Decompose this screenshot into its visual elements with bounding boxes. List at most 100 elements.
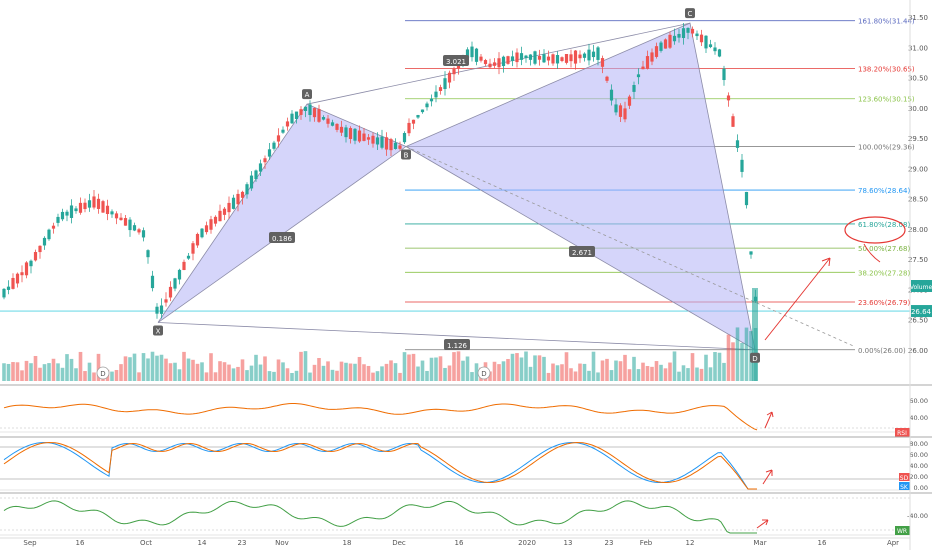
- volume-bar: [542, 356, 546, 381]
- candle-body: [717, 49, 722, 57]
- x-tick-label: Nov: [275, 539, 289, 547]
- candle-body: [191, 243, 195, 254]
- volume-bar: [672, 351, 677, 381]
- candle-body: [200, 228, 204, 238]
- volume-bar: [744, 327, 749, 381]
- volume-bar: [573, 371, 578, 381]
- candle-body: [155, 306, 159, 314]
- candle-body: [726, 95, 731, 101]
- volume-bar: [717, 352, 722, 381]
- volume-bar: [465, 356, 470, 381]
- candle-body: [398, 145, 402, 149]
- volume-bar: [6, 363, 11, 381]
- wr-arrow: [756, 519, 769, 529]
- volume-bar: [191, 359, 195, 381]
- volume-bar: [416, 366, 420, 381]
- volume-bar: [308, 372, 312, 381]
- candle-body: [6, 286, 11, 290]
- stoch-tick: 80.00: [909, 440, 928, 448]
- candle-body: [393, 142, 398, 149]
- rsi-tick: 40.00: [909, 414, 928, 422]
- candle-body: [371, 135, 375, 144]
- candle-body: [312, 108, 317, 118]
- candle-body: [69, 205, 74, 218]
- volume-bar: [402, 352, 407, 381]
- volume-bar: [204, 372, 209, 381]
- fib-levels: 161.80%(31.44) 138.20%(30.65) 123.60%(30.1…: [0, 18, 915, 355]
- pattern-point-label: A: [305, 91, 310, 99]
- volume-bar: [609, 370, 614, 381]
- candle-body: [519, 53, 524, 60]
- ratio-label: 2.671: [572, 249, 592, 257]
- volume-bar: [447, 365, 452, 381]
- candle-body: [164, 299, 168, 303]
- volume-bar: [366, 365, 371, 381]
- volume-bar: [578, 363, 582, 381]
- volume-bar: [492, 361, 497, 381]
- price-tick-label: 30.50: [908, 75, 928, 83]
- volume-bar: [254, 354, 258, 381]
- candle-body: [645, 56, 650, 69]
- pattern-point-badge: [685, 8, 695, 19]
- volume-bar: [42, 364, 47, 381]
- dividend-marker: [96, 366, 110, 380]
- volume-bar: [87, 362, 92, 381]
- stoch-tick: 0.00: [914, 484, 928, 492]
- candle-body: [272, 142, 276, 149]
- candle-body: [654, 46, 659, 57]
- volume-tag-label: Volume: [910, 284, 932, 291]
- volume-bar: [299, 351, 303, 381]
- volume-bar: [668, 362, 672, 381]
- candle-body: [578, 54, 582, 59]
- volume-bar: [137, 372, 141, 381]
- volume-bar: [182, 351, 186, 381]
- candle-body: [384, 137, 389, 150]
- volume-bar: [704, 354, 708, 381]
- volume-bar: [740, 342, 744, 381]
- x-tick-label: Apr: [887, 539, 899, 547]
- candle-body: [627, 96, 632, 106]
- candle-body: [308, 104, 312, 116]
- candle-body: [636, 74, 641, 78]
- highlight-arrow: [863, 243, 881, 263]
- volume-bar: [420, 360, 425, 381]
- candle-body: [78, 202, 83, 213]
- ratio-label: 0.186: [272, 235, 293, 243]
- volume-bar: [677, 371, 681, 381]
- volume-bar: [654, 361, 659, 381]
- volume-bar: [686, 368, 690, 381]
- candle-body: [177, 269, 182, 280]
- candle-body: [321, 117, 326, 120]
- candle-body: [218, 210, 222, 222]
- fib-label: 0.00%(26.00): [858, 347, 906, 355]
- volume-bar: [47, 363, 51, 381]
- candle-body: [348, 128, 353, 139]
- candle-body: [438, 87, 443, 91]
- x-tick-label: 13: [564, 539, 573, 547]
- volume-bar: [510, 353, 515, 381]
- volume-bar: [501, 361, 506, 381]
- candle-body: [515, 52, 519, 63]
- volume-bar: [240, 359, 245, 381]
- pattern-point-badge: [750, 352, 760, 363]
- pattern-point-badge: [153, 325, 163, 336]
- candle-body: [537, 56, 542, 60]
- ratio-label: 1.126: [447, 342, 468, 350]
- candle-body: [447, 72, 452, 83]
- stoch-tick: 40.00: [909, 462, 928, 470]
- volume-bar: [258, 364, 263, 381]
- candle-body: [564, 54, 569, 63]
- volume-bar: [263, 356, 267, 381]
- rsi-tag-label: RSI: [897, 430, 907, 437]
- volume-bar: [326, 361, 330, 381]
- candle-body: [240, 191, 245, 198]
- volume-bar: [51, 358, 56, 381]
- candle-body: [470, 46, 474, 58]
- candle-body: [263, 158, 267, 163]
- volume-bar: [569, 368, 573, 381]
- pattern-point-label: B: [404, 152, 409, 160]
- x-tick-label: Dec: [392, 539, 406, 547]
